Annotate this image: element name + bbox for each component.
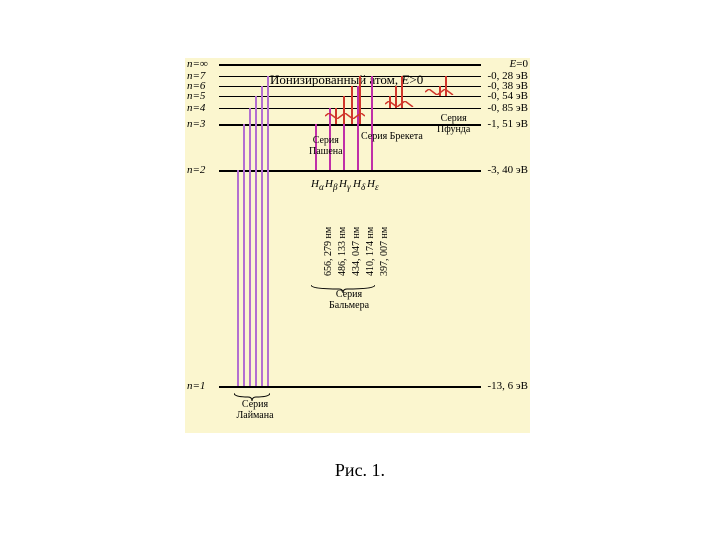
balmer-wavelength: 434, 047 нм	[351, 227, 362, 276]
balmer-line	[371, 76, 373, 170]
lyman-series-label: СерияЛаймана	[227, 400, 283, 421]
brackett-line	[395, 86, 397, 108]
balmer-letter: Hα	[311, 178, 324, 192]
energy-level-n2	[219, 170, 481, 172]
balmer-series-label: СерияБальмера	[317, 290, 381, 311]
brace	[311, 280, 375, 288]
balmer-letter: Hγ	[339, 178, 351, 192]
lyman-line	[237, 170, 239, 386]
balmer-letter: Hδ	[353, 178, 365, 192]
lyman-line	[243, 124, 245, 386]
paschen-line	[351, 86, 353, 124]
paschen-series-label: СерияПашена	[309, 136, 343, 157]
level-n-label: n=3	[187, 118, 205, 130]
lyman-line	[249, 108, 251, 386]
level-energy-label: -13, 6 эВ	[488, 380, 528, 392]
energy-level-n4	[219, 108, 481, 109]
level-n-label: n=4	[187, 102, 205, 114]
level-energy-label: -3, 40 эВ	[488, 164, 528, 176]
energy-level-n6	[219, 86, 481, 87]
level-energy-label: -0, 85 эВ	[488, 102, 528, 114]
level-energy-label: -0, 54 эВ	[488, 90, 528, 102]
level-n-label: n=5	[187, 90, 205, 102]
balmer-wavelength: 397, 007 нм	[379, 227, 390, 276]
level-n-label: n=∞	[187, 58, 208, 70]
paschen-line	[335, 108, 337, 124]
figure-container: Ионизированный атом, E>0 n=∞E=0n=7-0, 28…	[185, 58, 530, 433]
level-energy-label: -1, 51 эВ	[488, 118, 528, 130]
level-n-label: n=2	[187, 164, 205, 176]
energy-level-n7	[219, 76, 481, 77]
lyman-line	[267, 76, 269, 386]
level-energy-label: E=0	[510, 58, 528, 70]
balmer-letter: Hβ	[325, 178, 338, 192]
balmer-letter: Hε	[367, 178, 379, 192]
paschen-line	[343, 96, 345, 124]
energy-level-n5	[219, 96, 481, 97]
level-n-label: n=1	[187, 380, 205, 392]
brackett-line	[389, 96, 391, 108]
brackett-series-label: Серия Брекета	[361, 132, 423, 143]
lyman-line	[255, 96, 257, 386]
pfund-series-label: СерияПфунда	[437, 114, 470, 135]
paschen-line	[359, 76, 361, 124]
pfund-line	[439, 86, 441, 96]
energy-level-diagram: Ионизированный атом, E>0 n=∞E=0n=7-0, 28…	[185, 58, 530, 433]
pfund-line	[445, 76, 447, 96]
energy-level-n∞	[219, 64, 481, 66]
brace	[234, 388, 270, 396]
balmer-wavelength: 656, 279 нм	[323, 227, 334, 276]
lyman-line	[261, 86, 263, 386]
brackett-line	[401, 76, 403, 108]
balmer-wavelength: 410, 174 нм	[365, 227, 376, 276]
balmer-wavelength: 486, 133 нм	[337, 227, 348, 276]
figure-caption: Рис. 1.	[0, 460, 720, 481]
